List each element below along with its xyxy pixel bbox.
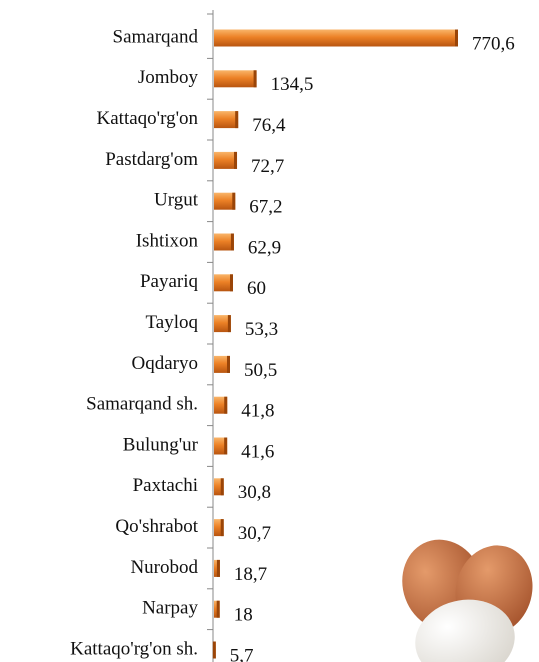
bar-end xyxy=(212,641,216,659)
value-label: 41,8 xyxy=(241,401,274,422)
value-label: 18 xyxy=(234,605,253,626)
bar-end xyxy=(220,519,224,537)
category-label: Paxtachi xyxy=(133,475,198,496)
value-label: 60 xyxy=(247,278,266,299)
bar-end xyxy=(226,355,230,373)
category-label: Jomboy xyxy=(138,67,199,88)
category-label: Qo'shrabot xyxy=(115,516,198,537)
value-label: 5,7 xyxy=(230,645,254,662)
value-label: 41,6 xyxy=(241,441,274,462)
bar xyxy=(214,192,236,210)
value-label: 50,5 xyxy=(244,360,277,381)
category-label: Narpay xyxy=(142,598,198,619)
bar-end xyxy=(235,111,239,129)
bar-end xyxy=(230,233,234,251)
category-label: Urgut xyxy=(154,190,199,211)
bar-end xyxy=(234,151,238,169)
category-label: Nurobod xyxy=(130,557,198,578)
bar-end xyxy=(227,315,231,333)
bar xyxy=(214,233,234,251)
category-label: Ishtixon xyxy=(136,230,199,251)
bar-end xyxy=(229,274,233,292)
category-label: Pastdarg'om xyxy=(105,149,198,170)
bar-end xyxy=(253,70,257,88)
bar-end xyxy=(224,396,228,414)
bar xyxy=(214,519,224,537)
bar xyxy=(214,274,233,292)
bar xyxy=(214,29,458,47)
value-label: 76,4 xyxy=(252,115,286,136)
category-label: Kattaqo'rg'on sh. xyxy=(70,638,198,659)
value-label: 30,7 xyxy=(238,523,271,544)
bar-end xyxy=(455,29,458,47)
value-label: 53,3 xyxy=(245,319,278,340)
bar-end xyxy=(216,559,220,577)
category-label: Payariq xyxy=(140,271,199,292)
bar xyxy=(214,315,231,333)
value-label: 62,9 xyxy=(248,237,281,258)
value-label: 18,7 xyxy=(234,564,267,585)
bar-end xyxy=(220,478,224,496)
value-label: 770,6 xyxy=(472,33,515,54)
category-label: Tayloq xyxy=(146,312,199,333)
category-label: Samarqand xyxy=(113,26,199,47)
bar xyxy=(214,396,228,414)
category-label: Bulung'ur xyxy=(123,434,199,455)
value-label: 134,5 xyxy=(271,74,314,95)
bar-end xyxy=(216,600,220,618)
bar xyxy=(214,437,228,455)
category-label: Oqdaryo xyxy=(132,353,198,374)
value-label: 72,7 xyxy=(251,156,284,177)
bar xyxy=(214,111,239,129)
value-label: 30,8 xyxy=(238,482,271,503)
bar xyxy=(214,355,230,373)
bar xyxy=(214,151,238,169)
bar xyxy=(214,70,257,88)
bar xyxy=(214,478,224,496)
category-label: Samarqand sh. xyxy=(86,394,198,415)
bar-end xyxy=(232,192,236,210)
value-label: 67,2 xyxy=(249,197,282,218)
bar-end xyxy=(224,437,228,455)
eggs-illustration xyxy=(402,539,533,662)
category-label: Kattaqo'rg'on xyxy=(97,108,199,129)
